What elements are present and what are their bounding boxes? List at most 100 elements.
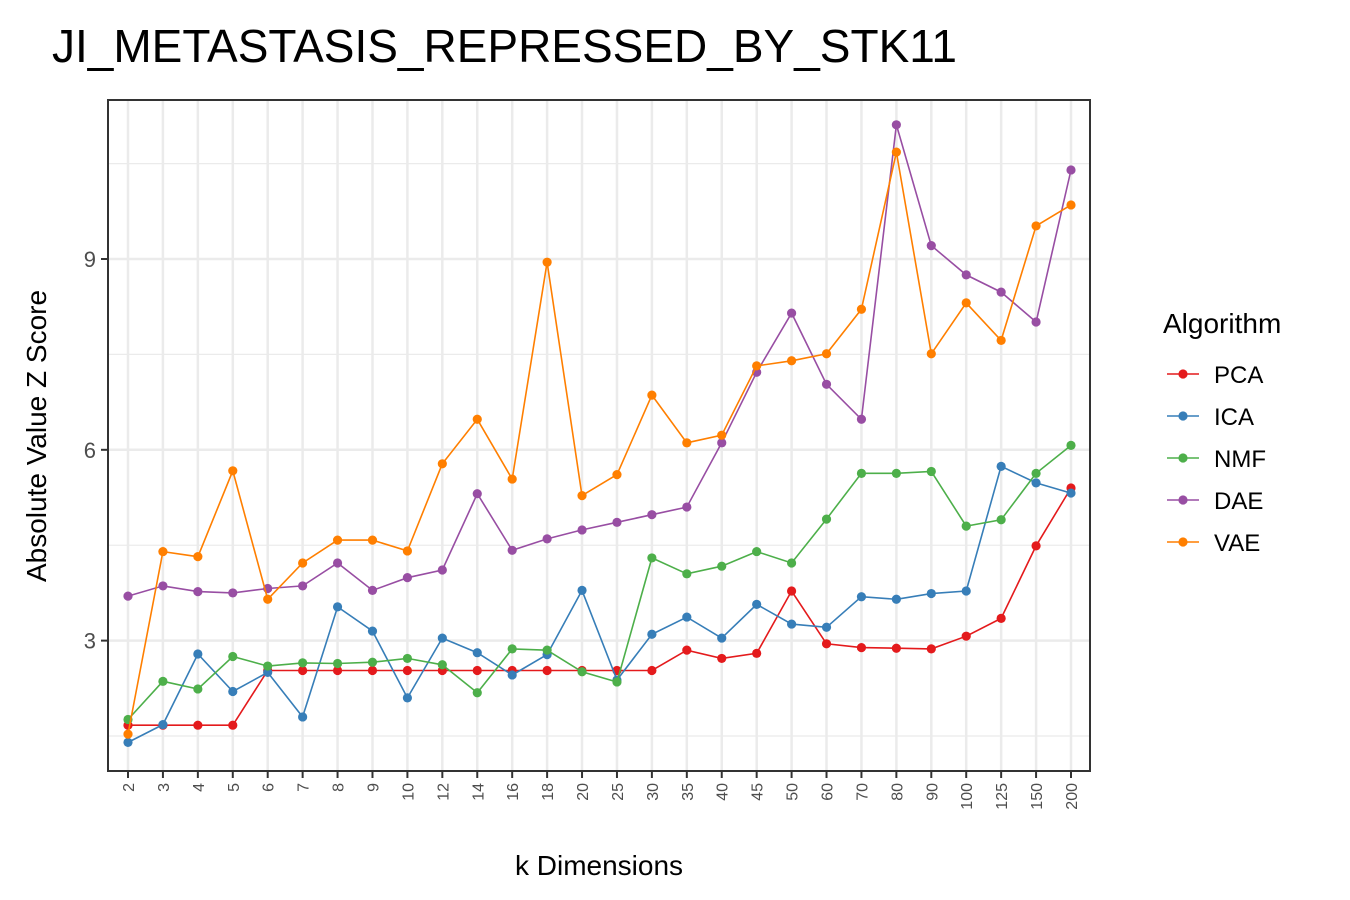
x-tick-label: 35	[680, 783, 697, 801]
x-tick-label: 3	[156, 783, 173, 792]
data-point-nmf	[786, 558, 797, 568]
data-point-vae	[123, 729, 133, 739]
x-tick-label: 7	[296, 783, 313, 792]
series-line-dae	[127, 124, 1072, 597]
data-point-pca	[298, 665, 308, 676]
data-point-vae	[926, 349, 936, 359]
data-point-ica	[507, 670, 517, 680]
data-point-vae	[717, 430, 727, 440]
data-point-nmf	[996, 515, 1006, 525]
y-tick-label: 6	[84, 438, 96, 463]
data-point-nmf	[682, 569, 692, 579]
legend-key-point	[1178, 537, 1188, 547]
data-point-ica	[752, 599, 762, 609]
legend-title: Algorithm	[1163, 308, 1281, 339]
x-tick-label: 12	[435, 783, 452, 801]
data-point-ica	[193, 649, 203, 659]
data-point-pca	[367, 665, 378, 676]
data-point-vae	[647, 390, 657, 400]
data-point-nmf	[821, 514, 832, 524]
data-point-vae	[542, 257, 552, 267]
data-point-pca	[752, 648, 762, 658]
data-point-pca	[926, 644, 936, 654]
y-axis: 3 6 9	[84, 247, 108, 654]
data-point-nmf	[752, 546, 762, 557]
data-point-pca	[996, 613, 1006, 623]
data-point-vae	[472, 414, 482, 424]
data-point-ica	[717, 633, 727, 643]
legend-key-point	[1178, 369, 1188, 379]
data-point-nmf	[158, 676, 168, 686]
x-tick-label: 45	[750, 783, 767, 801]
data-point-pca	[402, 665, 413, 676]
data-point-vae	[821, 349, 832, 359]
data-point-vae	[332, 535, 343, 545]
series-layer	[123, 120, 1076, 747]
data-point-dae	[926, 241, 936, 251]
data-point-ica	[786, 619, 797, 629]
data-point-dae	[123, 591, 133, 601]
x-tick-label: 5	[226, 783, 243, 792]
data-point-dae	[298, 581, 308, 591]
data-point-dae	[472, 489, 482, 499]
data-point-vae	[158, 546, 168, 557]
x-axis-title: k Dimensions	[515, 850, 683, 881]
x-tick-label: 9	[365, 783, 382, 792]
data-point-ica	[1031, 478, 1041, 488]
data-point-nmf	[367, 657, 378, 667]
data-point-dae	[332, 558, 343, 568]
x-tick-label: 2	[121, 783, 138, 792]
x-tick-label: 70	[854, 783, 871, 801]
data-point-dae	[612, 517, 622, 527]
data-point-pca	[717, 653, 727, 664]
legend-label-ica: ICA	[1214, 404, 1254, 431]
data-point-nmf	[612, 677, 622, 687]
data-point-nmf	[856, 468, 867, 478]
data-point-vae	[367, 535, 378, 545]
data-point-vae	[891, 147, 901, 157]
data-point-nmf	[1066, 440, 1076, 450]
data-point-nmf	[332, 658, 343, 669]
x-tick-label: 200	[1064, 783, 1081, 810]
x-tick-label: 150	[1029, 783, 1046, 810]
data-point-nmf	[717, 561, 727, 571]
data-point-vae	[752, 361, 762, 371]
data-point-vae	[996, 335, 1006, 346]
data-point-pca	[647, 665, 657, 676]
data-point-dae	[402, 573, 413, 583]
data-point-dae	[821, 379, 832, 389]
data-point-ica	[298, 712, 308, 722]
legend-key-point	[1178, 411, 1188, 421]
legend-label-vae: VAE	[1214, 530, 1260, 557]
data-point-vae	[961, 298, 971, 308]
data-point-dae	[786, 308, 797, 318]
data-point-vae	[507, 474, 517, 484]
data-point-pca	[193, 720, 203, 730]
data-point-pca	[786, 586, 797, 596]
data-point-nmf	[961, 521, 971, 531]
data-point-dae	[682, 502, 692, 512]
x-tick-label: 4	[191, 783, 208, 792]
minor-gridlines	[108, 163, 1090, 737]
data-point-ica	[228, 686, 238, 697]
data-point-dae	[437, 565, 447, 575]
data-point-ica	[367, 626, 378, 636]
data-point-pca	[1031, 541, 1041, 551]
data-point-nmf	[437, 660, 447, 670]
data-point-dae	[856, 414, 867, 424]
x-tick-label: 100	[959, 783, 976, 810]
x-tick-label: 50	[785, 783, 802, 801]
data-point-dae	[158, 581, 168, 591]
data-point-nmf	[542, 645, 552, 655]
series-line-vae	[127, 152, 1072, 735]
data-point-nmf	[1031, 468, 1041, 478]
data-point-nmf	[228, 651, 238, 662]
data-point-dae	[891, 120, 901, 130]
x-tick-label: 18	[540, 783, 557, 801]
data-point-pca	[961, 631, 971, 641]
data-point-dae	[542, 534, 552, 544]
data-point-ica	[263, 667, 273, 678]
data-point-ica	[891, 594, 901, 604]
data-point-vae	[577, 491, 587, 501]
x-tick-label: 10	[400, 783, 417, 801]
